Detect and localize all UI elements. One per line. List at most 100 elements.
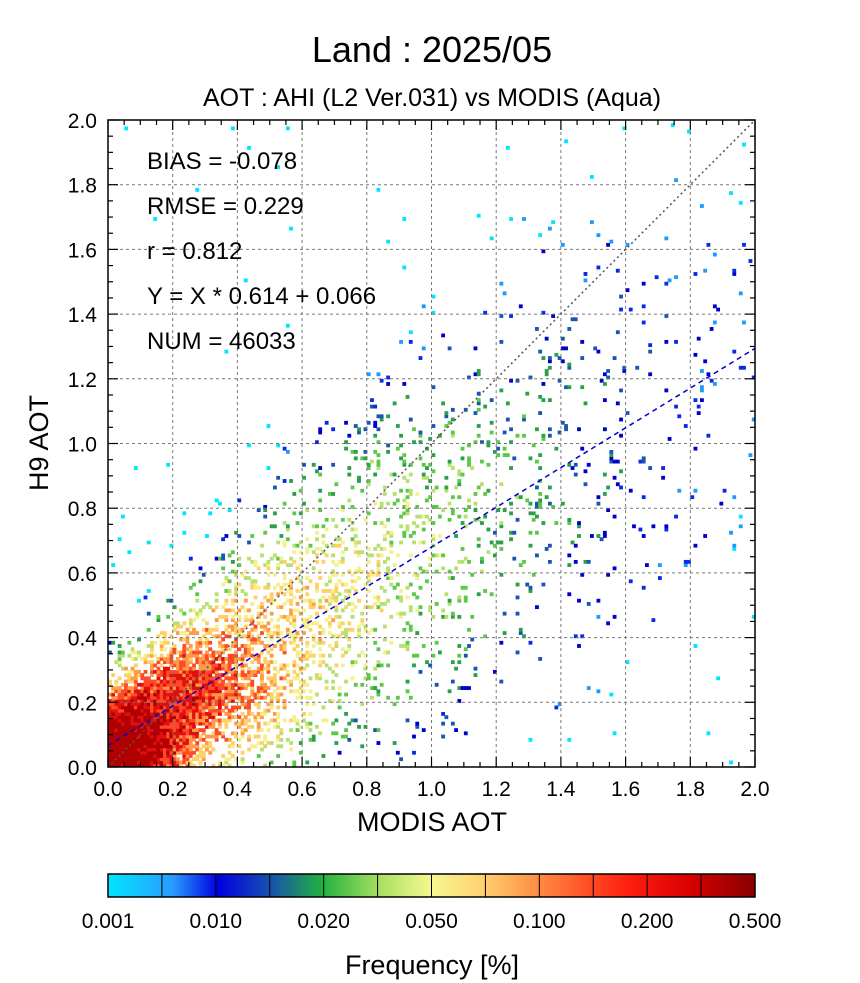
heatmap-cell	[159, 750, 164, 755]
heatmap-cell	[188, 750, 193, 755]
heatmap-cell	[185, 760, 190, 765]
heatmap-cell	[415, 595, 420, 600]
heatmap-cell	[163, 640, 167, 645]
heatmap-cell	[234, 682, 238, 687]
heatmap-cell	[269, 595, 274, 600]
heatmap-cell	[457, 482, 462, 487]
heatmap-cell	[221, 660, 226, 665]
heatmap-cell	[340, 647, 345, 652]
heatmap-cell	[405, 689, 410, 694]
heatmap-cell	[324, 663, 329, 668]
heatmap-cell	[360, 611, 365, 616]
heatmap-cell	[298, 579, 303, 584]
heatmap-cell	[522, 414, 526, 419]
heatmap-cell	[363, 663, 368, 668]
heatmap-cell	[450, 576, 455, 580]
heatmap-cell	[340, 663, 345, 668]
heatmap-cell	[373, 666, 378, 671]
heatmap-cell	[263, 504, 268, 509]
heatmap-cell	[467, 686, 471, 690]
heatmap-cell	[421, 644, 426, 648]
heatmap-cell	[120, 763, 125, 767]
heatmap-cell	[321, 559, 326, 564]
heatmap-cell	[166, 679, 171, 684]
heatmap-cell	[260, 621, 264, 626]
heatmap-cell	[253, 637, 258, 642]
heatmap-cell	[360, 702, 365, 707]
heatmap-cell	[583, 559, 588, 564]
heatmap-cell	[234, 631, 238, 635]
heatmap-cell	[590, 534, 594, 538]
heatmap-cell	[305, 721, 310, 726]
heatmap-cell	[373, 547, 378, 551]
heatmap-cell	[117, 712, 122, 716]
heatmap-cell	[408, 417, 413, 422]
heatmap-cell	[208, 692, 213, 697]
heatmap-cell	[234, 695, 238, 700]
heatmap-cell	[437, 650, 442, 655]
heatmap-cell	[651, 618, 656, 623]
heatmap-cell	[133, 686, 138, 690]
heatmap-cell	[279, 589, 284, 593]
heatmap-cell	[169, 699, 174, 703]
heatmap-cell	[133, 754, 138, 758]
heatmap-cell	[256, 585, 261, 590]
heatmap-cell	[340, 621, 345, 626]
heatmap-cell	[298, 695, 303, 700]
heatmap-cell	[295, 728, 300, 733]
heatmap-cell	[130, 724, 135, 729]
heatmap-cell	[437, 433, 442, 438]
heatmap-cell	[114, 721, 119, 726]
heatmap-cell	[237, 689, 242, 694]
heatmap-cell	[208, 679, 213, 684]
heatmap-cell	[279, 731, 284, 736]
heatmap-cell	[117, 741, 122, 745]
heatmap-cell	[153, 757, 158, 762]
heatmap-cell	[363, 627, 368, 632]
heatmap-cell	[334, 640, 339, 645]
heatmap-cell	[266, 741, 271, 745]
heatmap-cell	[169, 712, 174, 716]
heatmap-cell	[150, 731, 154, 736]
heatmap-cell	[473, 673, 478, 678]
heatmap-cell	[175, 757, 180, 762]
heatmap-cell	[169, 728, 174, 733]
heatmap-cell	[114, 724, 119, 729]
heatmap-cell	[547, 559, 552, 564]
heatmap-cell	[234, 708, 238, 713]
heatmap-cell	[315, 673, 319, 678]
heatmap-cell	[263, 644, 268, 648]
heatmap-cell	[172, 650, 177, 655]
heatmap-cell	[130, 731, 135, 736]
heatmap-cell	[573, 462, 578, 467]
heatmap-cell	[150, 728, 154, 733]
x-tick-label: 2.0	[740, 778, 769, 801]
heatmap-cell	[337, 614, 342, 619]
heatmap-cell	[217, 708, 222, 713]
heatmap-cell	[289, 556, 293, 561]
heatmap-cell	[195, 731, 200, 736]
heatmap-cell	[340, 572, 345, 577]
heatmap-cell	[334, 537, 339, 542]
heatmap-cell	[188, 728, 193, 733]
heatmap-cell	[612, 514, 617, 519]
heatmap-cell	[269, 647, 274, 652]
heatmap-cell	[179, 673, 183, 678]
heatmap-cell	[547, 359, 552, 364]
heatmap-cell	[224, 695, 229, 700]
heatmap-cell	[305, 537, 310, 542]
heatmap-cell	[282, 501, 287, 506]
heatmap-cell	[133, 715, 138, 720]
heatmap-cell	[318, 637, 323, 642]
heatmap-cell	[163, 744, 167, 749]
heatmap-cell	[185, 676, 190, 681]
heatmap-cell	[732, 349, 737, 354]
heatmap-cell	[198, 750, 203, 755]
heatmap-cell	[237, 657, 242, 661]
heatmap-cell	[234, 627, 238, 632]
heatmap-cell	[217, 692, 222, 697]
heatmap-cell	[651, 524, 656, 529]
heatmap-cell	[166, 640, 171, 645]
heatmap-cell	[227, 718, 232, 723]
heatmap-cell	[169, 721, 174, 726]
